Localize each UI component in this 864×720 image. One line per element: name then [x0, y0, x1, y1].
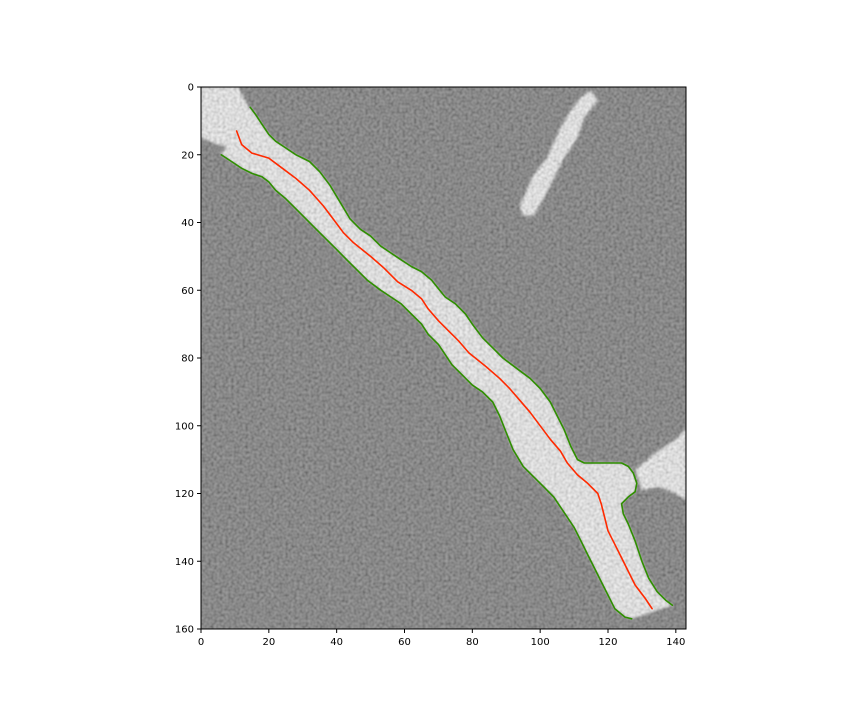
- overlay-curves: [220, 106, 674, 620]
- y-tick-label: 40: [181, 218, 194, 229]
- y-tick-label: 80: [181, 354, 194, 365]
- x-tick-label: 40: [330, 637, 343, 648]
- x-tick-label: 80: [466, 637, 479, 648]
- y-axis: 0 20 40 60 80 100 120 140 160: [175, 83, 201, 636]
- y-tick-label: 120: [175, 489, 194, 500]
- x-tick-label: 0: [198, 637, 204, 648]
- x-tick-label: 120: [598, 637, 617, 648]
- x-axis: 0 20 40 60 80 100 120 140: [198, 629, 685, 648]
- y-tick-label: 60: [181, 286, 194, 297]
- y-tick-label: 140: [175, 557, 194, 568]
- x-tick-label: 100: [531, 637, 550, 648]
- y-tick-label: 160: [175, 625, 194, 636]
- y-tick-label: 100: [175, 421, 194, 432]
- centerline-line: [235, 130, 653, 610]
- y-tick-label: 20: [181, 150, 194, 161]
- image-noise: [201, 87, 686, 629]
- boundary-upper-line: [249, 106, 674, 607]
- x-tick-label: 140: [666, 637, 685, 648]
- plot-area: [201, 87, 686, 629]
- y-tick-label: 0: [188, 83, 194, 94]
- x-tick-label: 20: [262, 637, 275, 648]
- boundary-lower-line: [220, 154, 633, 620]
- x-tick-label: 60: [398, 637, 411, 648]
